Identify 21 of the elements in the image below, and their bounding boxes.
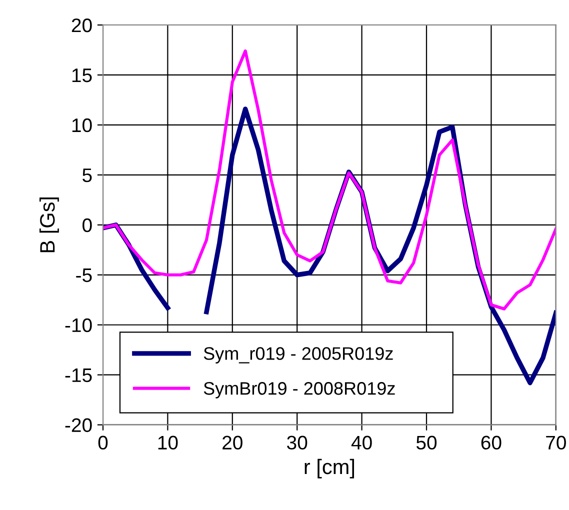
x-tick-label: 30 (287, 436, 308, 450)
y-tick-label: 15 (72, 68, 92, 82)
y-axis-title: B [Gs] (39, 197, 59, 252)
x-axis-title: r [cm] (304, 458, 354, 478)
x-tick-label: 10 (158, 436, 178, 450)
x-tick-label: 40 (351, 436, 372, 450)
legend-label: Sym_r019 - 2005R019z (204, 347, 393, 364)
legend-label: SymBr019 - 2008R019z (204, 382, 395, 398)
x-tick-label: 20 (222, 436, 242, 450)
x-tick-label: 0 (98, 436, 108, 450)
y-tick-label: -5 (76, 268, 92, 282)
x-tick-label: 60 (481, 436, 502, 450)
x-tick-label: 50 (416, 436, 437, 450)
y-tick-label: 20 (72, 18, 92, 32)
y-tick-label: -20 (65, 418, 92, 432)
y-tick-label: -15 (65, 368, 92, 382)
x-tick-label: 70 (546, 436, 566, 450)
y-tick-label: -10 (65, 318, 92, 332)
y-tick-label: 10 (72, 118, 92, 132)
y-tick-label: 5 (82, 168, 92, 182)
y-tick-label: 0 (82, 218, 92, 232)
